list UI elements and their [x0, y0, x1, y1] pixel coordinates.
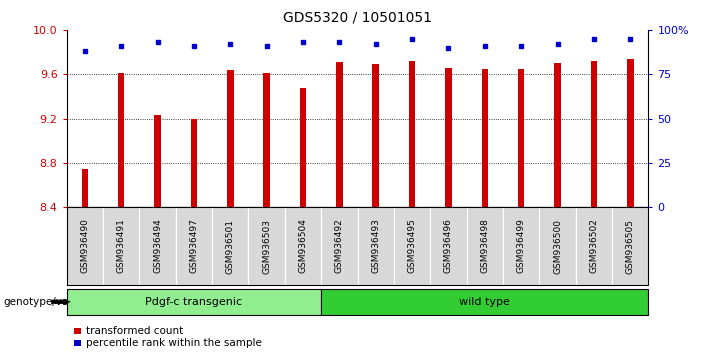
Text: GDS5320 / 10501051: GDS5320 / 10501051 [283, 11, 432, 25]
Text: GSM936501: GSM936501 [226, 218, 235, 274]
Text: GSM936499: GSM936499 [517, 218, 526, 274]
Bar [482, 69, 488, 207]
Bar [336, 62, 343, 207]
Bar [445, 68, 451, 207]
Text: GSM936490: GSM936490 [81, 218, 89, 274]
Bar [300, 88, 306, 207]
Text: GSM936498: GSM936498 [480, 218, 489, 274]
Bar [81, 170, 88, 207]
Text: GSM936505: GSM936505 [626, 218, 634, 274]
Text: GSM936502: GSM936502 [590, 218, 599, 274]
Bar [627, 59, 634, 207]
Bar [264, 73, 270, 207]
Text: GSM936503: GSM936503 [262, 218, 271, 274]
Bar [227, 70, 233, 207]
Text: GSM936492: GSM936492 [335, 219, 343, 273]
Bar [554, 63, 561, 207]
Bar [118, 73, 124, 207]
Bar [372, 64, 379, 207]
Text: percentile rank within the sample: percentile rank within the sample [86, 338, 262, 348]
Bar [518, 69, 524, 207]
Text: GSM936495: GSM936495 [407, 218, 416, 274]
Text: transformed count: transformed count [86, 326, 184, 336]
Text: GSM936494: GSM936494 [153, 219, 162, 273]
Bar [591, 61, 597, 207]
Bar [154, 115, 161, 207]
Text: GSM936491: GSM936491 [116, 218, 125, 274]
Text: GSM936496: GSM936496 [444, 218, 453, 274]
Bar [191, 119, 197, 207]
Text: wild type: wild type [459, 297, 510, 307]
Bar [409, 61, 415, 207]
Text: GSM936493: GSM936493 [372, 218, 380, 274]
Text: GSM936500: GSM936500 [553, 218, 562, 274]
Text: GSM936504: GSM936504 [299, 218, 308, 274]
Text: genotype/variation: genotype/variation [4, 297, 102, 307]
Text: GSM936497: GSM936497 [189, 218, 198, 274]
Text: Pdgf-c transgenic: Pdgf-c transgenic [145, 297, 243, 307]
